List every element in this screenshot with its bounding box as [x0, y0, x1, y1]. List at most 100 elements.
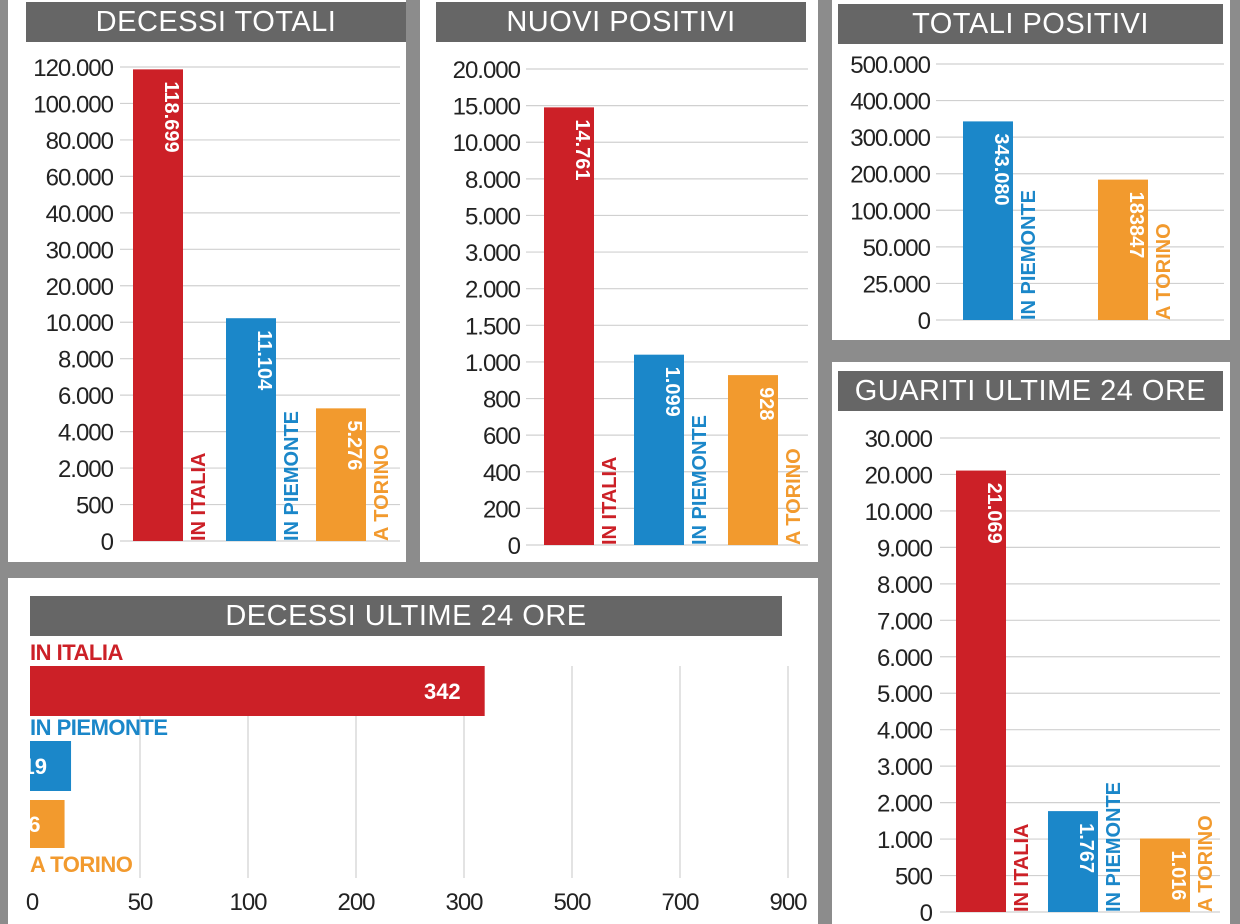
category-label: IN ITALIA — [1011, 823, 1033, 912]
y-tick-label: 0 — [508, 533, 521, 560]
bar-value-label: 1.099 — [661, 367, 683, 417]
x-tick-label: 700 — [661, 889, 699, 916]
y-tick-label: 200.000 — [850, 162, 930, 189]
y-tick-label: 600 — [483, 423, 521, 450]
y-tick-label: 100.000 — [33, 91, 113, 118]
chart-totali-positivi: 500.000 400.000 300.000 200.000 100.000 50.00… — [850, 52, 1224, 335]
chart-title: DECESSI ULTIME 24 ORE — [30, 596, 782, 636]
bar-value-label: 928 — [755, 387, 777, 420]
y-tick-label: 10.000 — [46, 310, 114, 337]
y-tick-label: 5.000 — [877, 681, 933, 708]
bar — [956, 470, 1006, 912]
y-tick-label: 0 — [101, 529, 114, 556]
category-label: IN PIEMONTE — [689, 415, 711, 545]
y-tick-label: 1.500 — [465, 313, 521, 340]
y-tick-label: 20.000 — [453, 57, 521, 84]
category-label: IN PIEMONTE — [281, 411, 303, 541]
bar — [544, 107, 594, 545]
y-tick-label: 20.000 — [865, 462, 933, 489]
bar-value-label: 19 — [23, 754, 47, 779]
y-tick-label: 60.000 — [46, 164, 114, 191]
bar — [1140, 838, 1190, 912]
chart-decessi-totali: 120.000 100.000 80.000 60.000 40.000 30.000 20… — [33, 55, 400, 556]
bar-value-label: 11.104 — [253, 330, 275, 391]
x-tick-label: 500 — [553, 889, 591, 916]
y-tick-label: 500.000 — [850, 52, 930, 79]
category-label: IN PIEMONTE — [30, 715, 168, 740]
chart-title: NUOVI POSITIVI — [436, 2, 806, 42]
y-tick-label: 9.000 — [877, 535, 933, 562]
bar-value-label: 16 — [16, 812, 40, 837]
bar-value-label: 118.699 — [160, 81, 182, 152]
chart-nuovi-positivi: 20.000 15.000 10.000 8.000 5.000 3.000 2.000 1.… — [453, 57, 808, 560]
y-tick-label: 3.000 — [877, 754, 933, 781]
y-tick-label: 40.000 — [46, 201, 114, 228]
bar-value-label: 1.016 — [1167, 850, 1189, 900]
category-label: IN ITALIA — [30, 640, 123, 665]
x-tick-label: 50 — [128, 889, 153, 916]
y-tick-label: 2.000 — [58, 456, 114, 483]
x-tick-label: 200 — [337, 889, 375, 916]
category-label: IN PIEMONTE — [1103, 782, 1125, 912]
chart-title: TOTALI POSITIVI — [838, 4, 1223, 44]
bar — [30, 800, 65, 848]
category-label: A TORINO — [1195, 815, 1217, 912]
chart-guariti-ultime-24-ore: 30.000 20.000 10.000 9.000 8.000 7.000 6.000 5.… — [865, 426, 1220, 924]
bar — [963, 121, 1013, 321]
y-tick-label: 0 — [918, 308, 931, 335]
y-tick-label: 0 — [920, 900, 933, 924]
bar — [30, 741, 72, 791]
category-label: IN ITALIA — [599, 456, 621, 545]
y-tick-label: 25.000 — [863, 271, 931, 298]
y-tick-label: 6.000 — [877, 645, 933, 672]
bar — [634, 354, 684, 545]
y-tick-label: 10.000 — [453, 130, 521, 157]
y-tick-label: 120.000 — [33, 55, 113, 82]
y-tick-label: 1.000 — [877, 827, 933, 854]
category-label: A TORINO — [371, 444, 393, 541]
y-tick-label: 400 — [483, 460, 521, 487]
y-tick-label: 2.000 — [465, 277, 521, 304]
panel-guariti-ultime-24-ore: GUARITI ULTIME 24 ORE 30.000 20.000 10.000… — [832, 362, 1230, 924]
y-tick-label: 50.000 — [863, 235, 931, 262]
bar — [30, 666, 485, 716]
panel-decessi-totali: DECESSI TOTALI 120.000 100.000 80.000 60.00… — [8, 0, 406, 562]
x-tick-label: 300 — [445, 889, 483, 916]
panel-nuovi-positivi: NUOVI POSITIVI 20.000 15.000 10.000 8.000 5.… — [420, 0, 818, 562]
y-tick-label: 300.000 — [850, 125, 930, 152]
y-tick-label: 20.000 — [46, 274, 114, 301]
y-tick-label: 800 — [483, 387, 521, 414]
bar-value-label: 183847 — [1125, 192, 1147, 259]
y-tick-label: 30.000 — [46, 237, 114, 264]
y-tick-label: 4.000 — [877, 718, 933, 745]
y-tick-label: 8.000 — [877, 572, 933, 599]
y-tick-label: 100.000 — [850, 198, 930, 225]
chart-title: DECESSI TOTALI — [26, 2, 406, 42]
y-tick-label: 15.000 — [453, 94, 521, 121]
category-label: IN ITALIA — [188, 452, 210, 541]
bar — [1098, 179, 1148, 320]
chart-title: GUARITI ULTIME 24 ORE — [838, 371, 1223, 411]
y-tick-label: 3.000 — [465, 240, 521, 267]
bar-value-label: 21.069 — [983, 483, 1005, 544]
chart-decessi-ultime-24-ore: 0 50 100 200 300 500 700 900 342 IN ITALIA 19 IN PI… — [16, 640, 808, 916]
category-label: IN PIEMONTE — [1018, 190, 1040, 320]
y-tick-label: 500 — [895, 864, 933, 891]
bar — [133, 69, 183, 541]
y-tick-label: 1.000 — [465, 350, 521, 377]
x-tick-label: 100 — [229, 889, 267, 916]
y-tick-label: 8.000 — [58, 347, 114, 374]
category-label: A TORINO — [30, 852, 133, 877]
bar-value-label: 14.761 — [571, 119, 593, 180]
y-tick-label: 5.000 — [465, 203, 521, 230]
y-tick-label: 4.000 — [58, 420, 114, 447]
bar-value-label: 342 — [424, 679, 461, 704]
bar — [316, 408, 366, 541]
bar-value-label: 5.276 — [343, 420, 365, 470]
bar — [728, 375, 778, 545]
y-tick-label: 200 — [483, 496, 521, 523]
y-tick-label: 7.000 — [877, 608, 933, 635]
x-tick-label: 900 — [769, 889, 807, 916]
bar — [226, 318, 276, 541]
